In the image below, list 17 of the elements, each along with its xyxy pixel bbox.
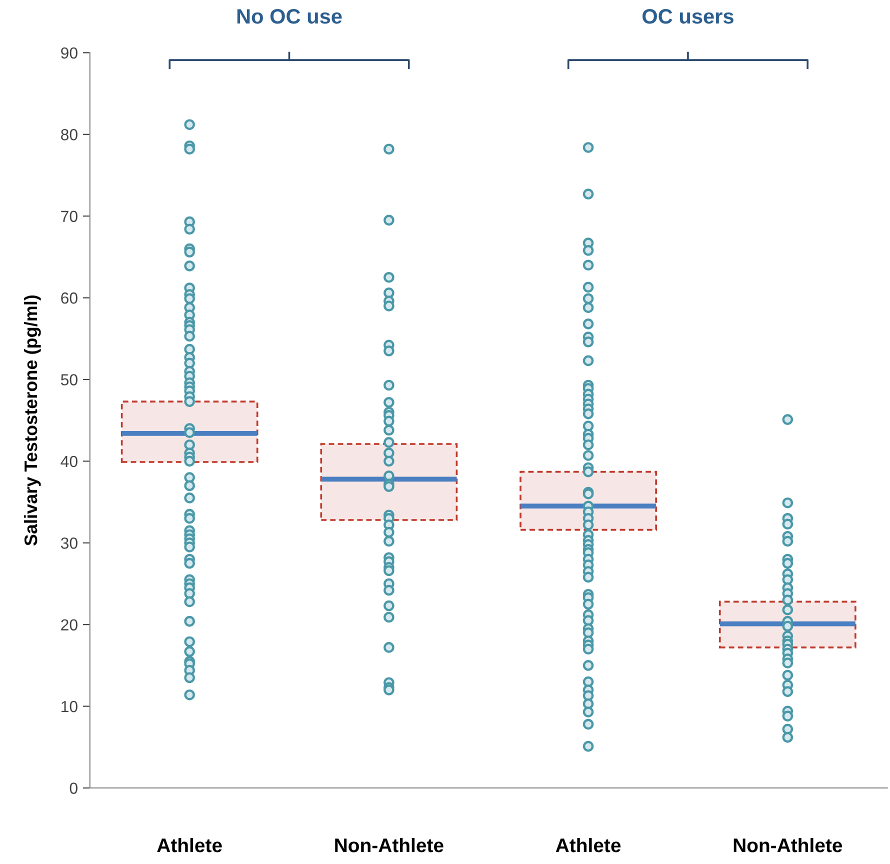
x-tick-label: Athlete	[556, 838, 621, 852]
y-axis-title: Salivary Testosterone (pg/ml)	[24, 295, 41, 546]
x-tick-label: Non-Athlete	[734, 838, 842, 852]
y-tick-label: 90	[61, 47, 78, 59]
x-tick-label: Non-Athlete	[335, 838, 444, 852]
y-tick-label: 20	[61, 619, 78, 631]
text: OC users	[642, 8, 734, 24]
y-tick-label: 40	[60, 456, 78, 468]
y-tick-label: 10	[62, 700, 78, 712]
y-tick-label: 30	[60, 538, 78, 549]
x-tick-label: Athlete	[157, 838, 222, 852]
text: No OC use	[237, 8, 342, 24]
y-tick-label: 70	[61, 210, 78, 222]
y-tick-label: 0	[70, 782, 78, 794]
y-tick-label: 60	[61, 292, 78, 304]
y-tick-label: 80	[61, 129, 78, 140]
y-tick-label: 50	[60, 374, 78, 386]
